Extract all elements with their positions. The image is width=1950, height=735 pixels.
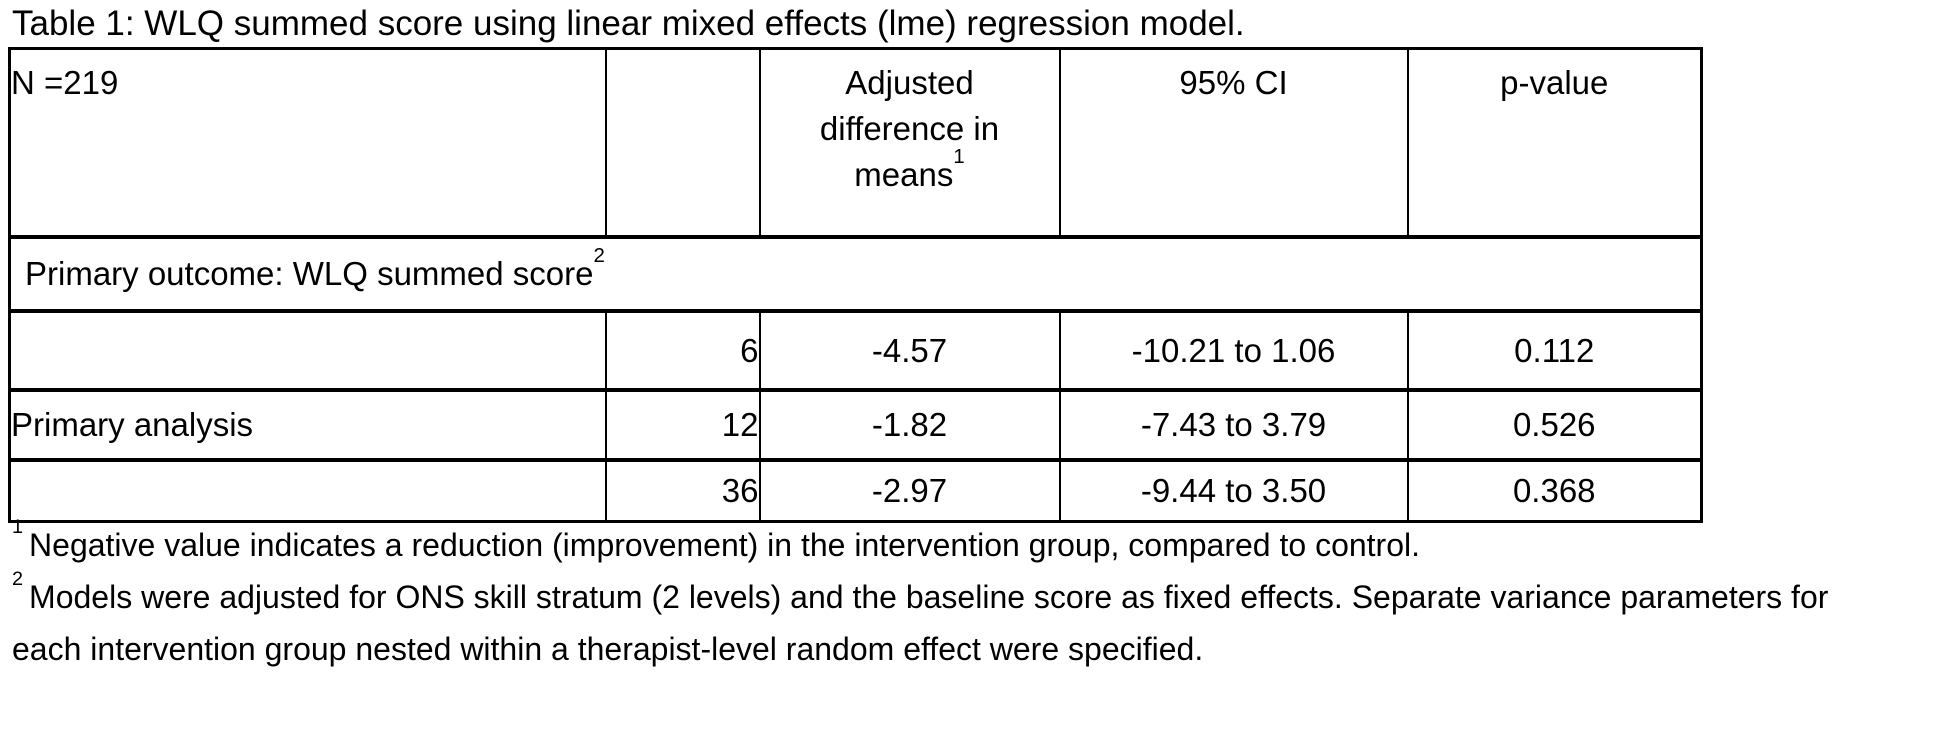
adjusted-difference-header-text: Adjusted difference in means1 xyxy=(792,60,1027,198)
table-caption: Table 1: WLQ summed score using linear m… xyxy=(12,4,1245,43)
section-label-cell: Primary outcome: WLQ summed score2 xyxy=(9,235,1702,311)
adjusted-difference-cell: -4.57 xyxy=(758,309,1060,390)
footnote-2: 2 Models were adjusted for ONS skill stra… xyxy=(12,568,1857,675)
ci-header-cell: 95% CI xyxy=(1058,48,1408,237)
empty-header-cell xyxy=(604,48,760,237)
p-value-cell: 0.526 xyxy=(1406,388,1702,460)
header-row: N =219 Adjusted difference in means1 95%… xyxy=(10,48,1702,237)
row-label-cell xyxy=(9,309,606,390)
p-value-cell: 0.368 xyxy=(1406,458,1702,522)
row-label-cell xyxy=(9,458,606,522)
section-label: Primary outcome: WLQ summed score xyxy=(25,255,594,292)
p-value-cell: 0.112 xyxy=(1406,309,1702,390)
footnote-marker: 1 xyxy=(12,516,24,539)
footnote-ref-1: 1 xyxy=(953,144,965,168)
data-row-6-months: 6 -4.57 -10.21 to 1.06 0.112 xyxy=(9,309,1702,390)
row-label-cell: Primary analysis xyxy=(9,388,606,460)
ci-cell: -10.21 to 1.06 xyxy=(1058,309,1408,390)
footnote-1-text: Negative value indicates a reduction (im… xyxy=(29,527,1420,563)
section-row: Primary outcome: WLQ summed score2 xyxy=(9,235,1702,311)
months-cell: 36 xyxy=(604,458,760,522)
footnote-ref-2: 2 xyxy=(593,243,605,267)
footnote-marker: 2 xyxy=(12,568,24,591)
ci-cell: -9.44 to 3.50 xyxy=(1058,458,1408,522)
footnote-2-text: Models were adjusted for ONS skill strat… xyxy=(12,579,1829,667)
ci-cell: -7.43 to 3.79 xyxy=(1058,388,1408,460)
data-row-36-months: 36 -2.97 -9.44 to 3.50 0.368 xyxy=(9,458,1702,522)
results-table: N =219 Adjusted difference in means1 95%… xyxy=(8,47,1703,523)
data-row-12-months: Primary analysis 12 -1.82 -7.43 to 3.79 … xyxy=(9,388,1702,460)
months-cell: 6 xyxy=(604,309,760,390)
months-cell: 12 xyxy=(604,388,760,460)
footnotes: 1 Negative value indicates a reduction (i… xyxy=(12,516,1892,675)
adjusted-difference-cell: -1.82 xyxy=(758,388,1060,460)
p-value-header-cell: p-value xyxy=(1406,48,1702,237)
sample-size-header-cell: N =219 xyxy=(11,64,119,101)
adjusted-difference-cell: -2.97 xyxy=(758,458,1060,522)
adjusted-difference-header-cell: Adjusted difference in means1 xyxy=(758,48,1060,237)
adjusted-difference-header-label: Adjusted difference in means xyxy=(819,64,1000,193)
footnote-1: 1 Negative value indicates a reduction (i… xyxy=(12,516,1892,571)
